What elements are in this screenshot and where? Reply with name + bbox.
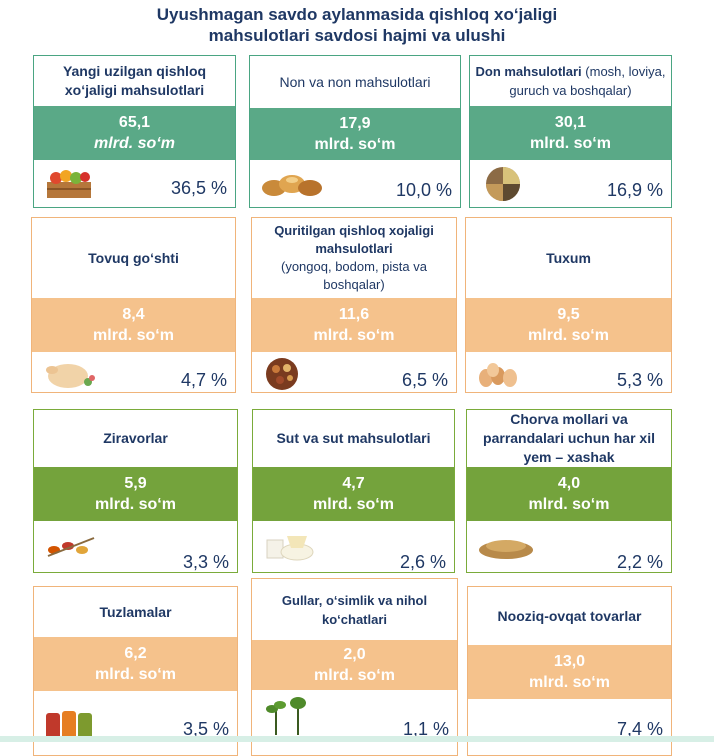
title-line-1: Uyushmagan savdo aylanmasida qishloq xo‘… [156, 5, 558, 24]
card-value: 4,7 [342, 475, 365, 492]
card-unit: mlrd. so‘m [314, 136, 396, 153]
card-note: (yongoq, bodom, pista va boshqalar) [281, 259, 427, 292]
card-name: Gullar, o‘simlik va nihol ko‘chatlari [281, 592, 428, 627]
card-flowers-seedlings: Gullar, o‘simlik va nihol ko‘chatlari 2,… [251, 578, 458, 756]
spices-icon [47, 537, 95, 557]
card-feed: Chorva mollari va parrandalari uchun har… [466, 409, 672, 573]
dried-fruits-icon [266, 358, 298, 390]
card-note: (mosh, loviya, guruch va boshqalar) [509, 64, 666, 98]
card-dried-products: Quritilgan qishloq xojaligi mahsulotlari… [251, 217, 457, 393]
card-name: Tovuq go‘shti [88, 249, 179, 266]
card-name: Don mahsulotlari [475, 64, 582, 79]
card-bread: Non va non mahsulotlari 17,9 mlrd. so‘m … [249, 55, 461, 208]
card-chicken: Tovuq go‘shti 8,4 mlrd. so‘m 4,7 % [31, 217, 236, 393]
card-unit: mlrd. so‘m [95, 496, 176, 513]
card-share: 36,5 % [170, 178, 227, 198]
card-unit: mlrd. so‘m [313, 327, 395, 344]
card-name: Non va non mahsulotlari [279, 73, 431, 90]
card-unit: mlrd. so‘m [530, 135, 611, 152]
card-unit: mlrd. so‘m [94, 135, 175, 152]
fruit-vegetable-crate-icon [47, 170, 91, 198]
card-value: 13,0 [553, 653, 586, 670]
card-unit: mlrd. so‘m [313, 496, 394, 513]
card-name: Chorva mollari va parrandalari uchun har… [483, 411, 655, 465]
card-eggs: Tuxum 9,5 mlrd. so‘m 5,3 % [465, 217, 672, 393]
card-value: 30,1 [554, 114, 587, 131]
card-share: 1,1 % [402, 719, 449, 739]
card-unit: mlrd. so‘m [314, 667, 395, 684]
eggs-icon [479, 363, 517, 387]
chicken-icon [46, 364, 95, 388]
card-unit: mlrd. so‘m [528, 496, 610, 513]
card-share: 2,2 % [616, 552, 663, 572]
card-share: 5,3 % [616, 370, 663, 390]
card-value: 4,0 [557, 475, 581, 492]
card-share: 3,3 % [182, 552, 229, 572]
bottom-strip [0, 736, 714, 742]
card-value: 11,6 [338, 306, 370, 323]
card-share: 6,5 % [401, 370, 448, 390]
card-unit: mlrd. so‘m [95, 666, 176, 683]
card-spices: Ziravorlar 5,9 mlrd. so‘m 3,3 % [33, 409, 238, 573]
card-grains: Don mahsulotlari (mosh, loviya, guruch v… [469, 55, 672, 208]
grains-icon [486, 167, 520, 201]
card-unit: mlrd. so‘m [93, 327, 174, 344]
card-share: 3,5 % [182, 719, 229, 739]
card-fresh-produce: Yangi uzilgan qishloq xo‘jaligi mahsulot… [33, 55, 236, 208]
card-non-food: Nooziq-ovqat tovarlar 13,0 mlrd. so‘m 7,… [467, 586, 672, 756]
feed-icon [479, 540, 533, 559]
card-share: 16,9 % [606, 180, 663, 200]
card-value: 6,2 [124, 645, 147, 662]
pickles-icon [46, 711, 92, 739]
page-title: Uyushmagan savdo aylanmasida qishloq xo‘… [0, 4, 714, 46]
card-pickles: Tuzlamalar 6,2 mlrd. so‘m 3,5 % [33, 586, 238, 756]
card-share: 2,6 % [399, 552, 446, 572]
card-name: Tuzlamalar [99, 603, 172, 620]
card-value: 8,4 [122, 306, 145, 323]
card-name: Quritilgan qishloq xojaligi mahsulotlari [274, 223, 434, 256]
card-share: 10,0 % [395, 180, 452, 200]
card-value: 5,9 [124, 475, 147, 492]
card-value: 65,1 [118, 114, 151, 131]
card-unit: mlrd. so‘m [529, 674, 610, 691]
card-value: 9,5 [557, 306, 580, 323]
title-line-2: mahsulotlari savdosi hajmi va ulushi [208, 26, 506, 45]
card-value: 17,9 [339, 115, 371, 132]
dairy-icon [266, 536, 314, 561]
card-name: Yangi uzilgan qishloq xo‘jaligi mahsulot… [62, 63, 207, 98]
card-name: Tuxum [546, 249, 591, 266]
bread-icon [262, 175, 322, 196]
seedlings-icon [266, 697, 306, 735]
card-share: 4,7 % [180, 370, 227, 390]
card-name: Ziravorlar [103, 430, 168, 446]
card-dairy: Sut va sut mahsulotlari 4,7 mlrd. so‘m 2… [252, 409, 455, 573]
card-name: Sut va sut mahsulotlari [276, 430, 431, 446]
card-value: 2,0 [343, 646, 366, 663]
card-share: 7,4 % [616, 719, 663, 739]
card-name: Nooziq-ovqat tovarlar [497, 607, 642, 624]
card-unit: mlrd. so‘m [528, 327, 609, 344]
